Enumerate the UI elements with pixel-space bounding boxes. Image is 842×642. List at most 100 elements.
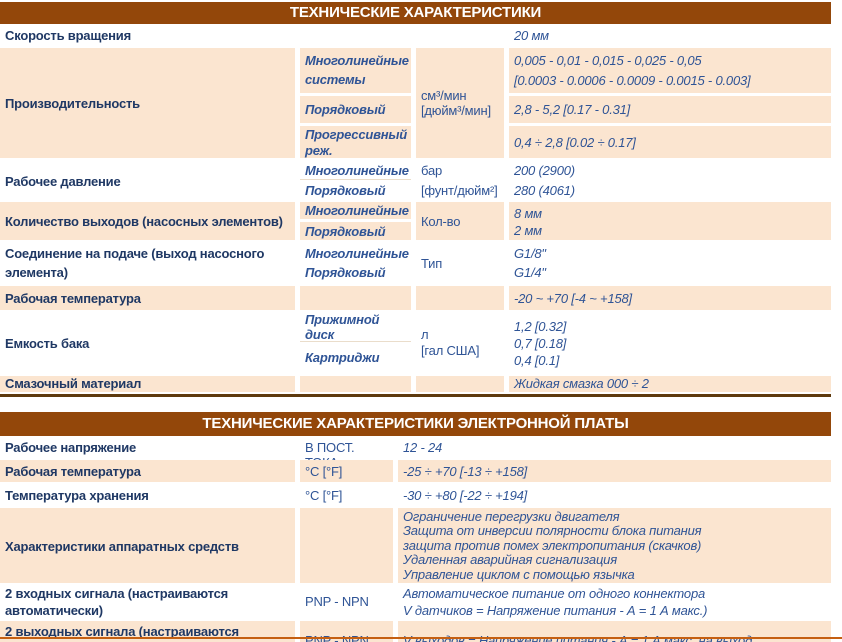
value-line: Автоматическое питание от одного коннект… [403,586,706,601]
row-label: Скорость вращения [5,28,131,43]
sub-column: Многолинейные Порядковый [300,160,411,202]
table-row: Характеристики аппаратных средств Ограни… [0,508,831,584]
value-cell: 12 - 24 [403,440,443,455]
table-row: Температура хранения °C [°F] -30 ÷ +80 [… [0,484,831,506]
sub-cell-empty [300,286,411,310]
table-row: Рабочая температура °C [°F] -25 ÷ +70 [-… [0,460,831,482]
row-label: Рабочая температура [0,286,295,310]
table-row: Рабочее давление Многолинейные Порядковы… [0,160,831,200]
row-label: Рабочее напряжение [5,440,137,455]
sub-label: Прогрессивный реж. [300,126,411,158]
sub-label: Картриджи [305,349,380,365]
value-cell: Ограничение перегрузки двигателя Защита … [398,508,831,584]
sub-column: Многолинейные системы Порядковый Прогрес… [300,48,411,158]
unit-cell: см³/мин [дюйм³/мин] [416,48,504,158]
table-row: Рабочее напряжение В ПОСТ. ТОКА 12 - 24 [0,438,831,470]
value-line: Удаленная аварийная сигнализация [403,552,617,568]
row-label: 2 входных сигнала (настраиваются автомат… [5,586,228,618]
page-bottom-border [0,637,842,639]
sub-label: Многолинейные системы [300,48,411,93]
mid-cell: °C [°F] [305,488,343,503]
table1-bottom-border [0,394,831,397]
row-label: Соединение на подаче (выход насосного эл… [5,246,265,280]
unit-cell: бар [фунт/дюйм²] [416,160,504,202]
value-line: Ограничение перегрузки двигателя [403,509,620,524]
unit-cell-empty [416,376,504,392]
value-line: 1,2 [0.32] [514,318,567,334]
sub-cell-empty [300,26,411,46]
value-line: защита против помех электропитания (скач… [403,537,702,553]
value-cell: -20 ~ +70 [-4 ~ +158] [509,286,831,310]
value-line: 2 мм [514,223,542,238]
value-cell: -25 ÷ +70 [-13 ÷ +158] [398,460,831,482]
sub-label: Многолинейные [300,160,411,180]
value-line: Защита от инверсии полярности блока пита… [403,523,702,539]
sub-label: Многолинейные [300,202,411,219]
mid-cell: PNP - NPN [305,594,369,609]
value-line: G1/8" [514,246,546,261]
value-line: 0,005 - 0,01 - 0,015 - 0,025 - 0,05 [514,53,702,68]
table-row: Соединение на подаче (выход насосного эл… [0,242,831,284]
sub-label: Порядковый [305,265,386,280]
sub-label: Порядковый [300,222,411,240]
value-cell: 0,005 - 0,01 - 0,015 - 0,025 - 0,05 [0.0… [509,48,831,93]
value-line: 8 мм [514,206,542,221]
sub-label: Порядковый [305,183,386,198]
tables-gap [0,397,842,412]
sub-label: Порядковый [300,96,411,123]
table-row: Количество выходов (насосных элементов) … [0,202,831,240]
value-line: 200 (2900) [514,163,575,178]
unit-line: бар [421,163,443,178]
row-label: Рабочее давление [5,173,121,189]
value-cell: 200 (2900) 280 (4061) [509,160,831,202]
table2-title: ТЕХНИЧЕСКИЕ ХАРАКТЕРИСТИКИ ЭЛЕКТРОННОЙ П… [0,412,831,436]
row-label: 2 выходных сигнала (настраиваются автома… [0,621,295,642]
value-cell: -30 ÷ +80 [-22 ÷ +194] [403,488,528,503]
electronic-board-specs-table: ТЕХНИЧЕСКИЕ ХАРАКТЕРИСТИКИ ЭЛЕКТРОННОЙ П… [0,412,831,642]
mid-cell-empty [300,508,393,584]
row-label: Рабочая температура [0,460,295,482]
value-cell: Автоматическое питание от одного коннект… [398,582,831,620]
value-line: [0.0003 - 0.0006 - 0.0009 - 0.0015 - 0.0… [514,73,751,88]
value-line: 0,7 [0.18] [514,335,567,351]
table1-title: ТЕХНИЧЕСКИЕ ХАРАКТЕРИСТИКИ [0,2,831,24]
unit-line: л [421,327,429,342]
sub-label: Многолинейные [305,246,409,261]
unit-cell: л [гал США] [416,312,504,374]
row-label: Количество выходов (насосных элементов) [0,202,295,240]
table-row: Производительность Многолинейные системы… [0,48,831,158]
value-cell: 1,2 [0.32] 0,7 [0.18] 0,4 [0.1] [509,312,831,374]
sub-column: Многолинейные Порядковый [300,242,411,284]
unit-line: [дюйм³/мин] [421,103,491,118]
unit-cell-empty [416,26,504,46]
table-row: 2 входных сигнала (настраиваются автомат… [0,582,831,619]
value-cell: 2,8 - 5,2 [0.17 - 0.31] [509,96,831,123]
value-line: G1/4" [514,265,546,280]
value-column: 0,005 - 0,01 - 0,015 - 0,025 - 0,05 [0.0… [509,48,831,158]
table-row: Смазочный материал Жидкая смазка 000 ÷ 2 [0,376,831,392]
row-label: Производительность [0,48,295,158]
value-line: 0,4 [0.1] [514,352,560,368]
sub-column: Многолинейные Порядковый [300,202,411,240]
value-cell: 20 мм [514,28,549,43]
row-label: Температура хранения [5,488,149,503]
value-cell: 0,4 ÷ 2,8 [0.02 ÷ 0.17] [509,126,831,158]
technical-specs-table: ТЕХНИЧЕСКИЕ ХАРАКТЕРИСТИКИ Скорость вращ… [0,2,831,397]
row-label: Емкость бака [5,335,90,351]
unit-line: [фунт/дюйм²] [421,183,498,198]
table-row: Емкость бака Прижимной диск Картриджи л … [0,312,831,374]
value-cell: Жидкая смазка 000 ÷ 2 [509,376,831,392]
mid-cell: °C [°F] [300,460,393,482]
row-label: Смазочный материал [0,376,295,392]
sub-column: Прижимной диск Картриджи [300,312,411,374]
sub-cell-empty [300,376,411,392]
value-cell: G1/8" G1/4" [509,242,831,284]
sub-label: Прижимной диск [300,312,411,342]
table-row: Рабочая температура -20 ~ +70 [-4 ~ +158… [0,286,831,310]
unit-cell-empty [416,286,504,310]
row-label: Характеристики аппаратных средств [0,508,295,584]
unit-line: см³/мин [421,88,467,103]
unit-cell: Кол-во [416,202,504,240]
value-cell: 8 мм 2 мм [509,202,831,240]
